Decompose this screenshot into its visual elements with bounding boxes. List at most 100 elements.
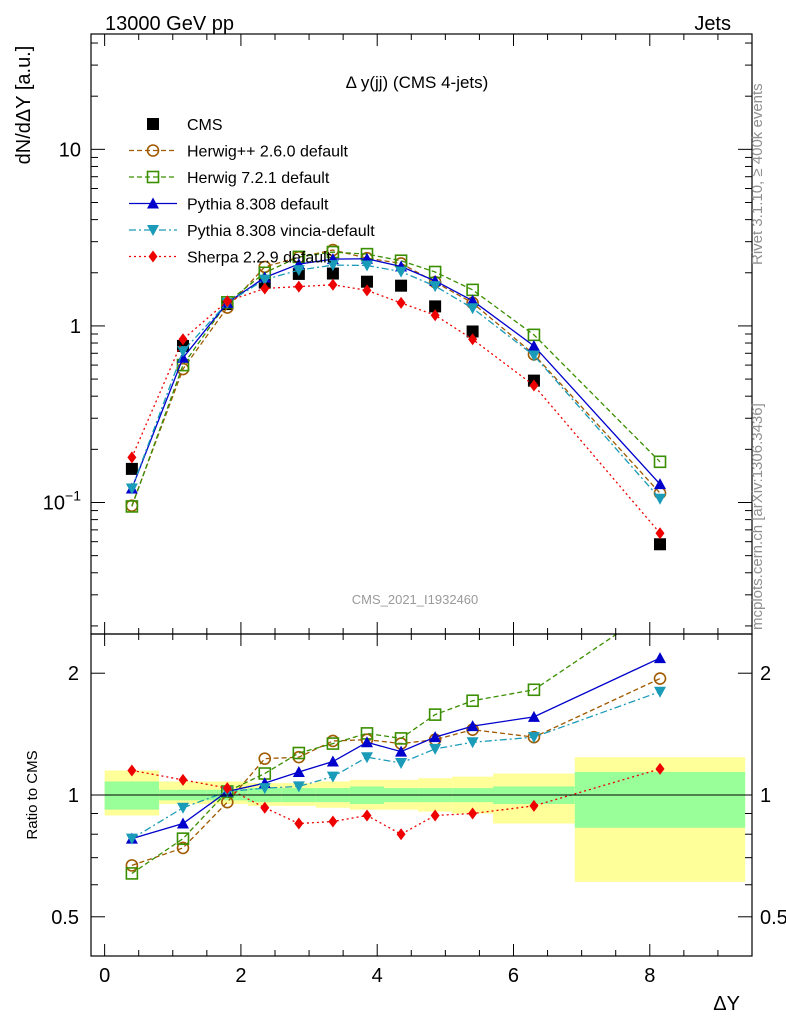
ratio-point-3-1 (176, 802, 189, 814)
y-tick-label-ratio-right: 1 (760, 785, 771, 807)
ratio-point-2-5 (326, 755, 339, 767)
legend-entry-4: Pythia 8.308 vincia-default (129, 223, 375, 240)
ratio-series-3 (125, 686, 667, 845)
y-tick-label-ratio-left: 2 (68, 663, 79, 685)
main-point-4-3 (258, 274, 271, 286)
main-point-5-6 (362, 284, 372, 297)
y-tick-label-main: 10 (59, 139, 81, 161)
x-tick-label: 0 (99, 965, 110, 987)
main-point-2-11 (653, 455, 667, 469)
rivet-side-label: Rivet 3.1.10, ≥ 400k events (749, 83, 766, 265)
band-inner-0 (104, 781, 160, 810)
y-axis-label-ratio: Ratio to CMS (24, 750, 41, 839)
ratio-point-2-8 (429, 731, 442, 743)
x-tick-label: 6 (508, 965, 519, 987)
ratio-point-2-11 (654, 652, 667, 664)
x-tick-label: 2 (235, 965, 246, 987)
ratio-series-4 (127, 762, 665, 841)
ratio-point-4-6 (362, 809, 372, 822)
ratio-point-3-3 (258, 783, 271, 795)
ratio-point-0-11 (653, 672, 667, 685)
main-point-0-0 (125, 462, 138, 475)
y-tick-exp: −1 (65, 487, 81, 503)
main-point-3-9 (466, 294, 479, 306)
ratio-point-4-2 (222, 782, 232, 795)
main-point-4-1 (176, 346, 189, 358)
main-point-3-10 (527, 339, 540, 351)
ratio-series-group (125, 634, 667, 880)
legend-label-5: Sherpa 2.2.9 default (187, 250, 332, 267)
ratio-series-line-2 (131, 657, 661, 840)
main-point-5-7 (396, 296, 406, 309)
main-point-5-5 (328, 278, 338, 291)
y-tick-label-ratio-right: 0.5 (760, 907, 786, 929)
ratio-point-4-8 (430, 809, 440, 822)
main-point-5-4 (294, 280, 304, 293)
legend-marker-5 (148, 250, 158, 263)
ratio-point-2-1 (176, 817, 189, 829)
main-point-4-11 (654, 493, 667, 505)
y-tick-label-main: 1 (70, 316, 81, 338)
legend-marker-2 (146, 170, 160, 184)
ratio-series-line-0 (131, 677, 661, 866)
legend-entry-5: Sherpa 2.2.9 default (129, 250, 332, 267)
header-left-label: 13000 GeV pp (105, 13, 234, 35)
main-point-0-11 (654, 538, 667, 551)
main-point-0-8 (429, 300, 442, 313)
main-point-4-10 (527, 350, 540, 362)
x-axis-label: ΔY (713, 993, 740, 1015)
legend-entry-1: Herwig++ 2.6.0 default (129, 144, 349, 161)
ratio-point-3-5 (326, 771, 339, 783)
legend-marker-1 (146, 144, 160, 157)
legend-entry-0: CMS (147, 117, 223, 134)
ratio-point-1-1 (176, 832, 190, 845)
main-point-4-7 (395, 266, 408, 278)
y-axis-label-main: dN/dΔY [a.u.] (13, 46, 35, 165)
ratio-series-line-1 (131, 634, 618, 874)
legend-label-1: Herwig++ 2.6.0 default (187, 144, 349, 161)
ratio-point-1-4 (292, 746, 306, 760)
main-series-line-2 (131, 251, 661, 507)
ratio-point-4-11 (655, 762, 665, 775)
ratio-uncertainty-bands (104, 757, 746, 882)
ratio-point-3-9 (466, 737, 479, 749)
main-series-0 (125, 267, 667, 551)
main-point-4-8 (429, 281, 442, 293)
main-point-4-9 (466, 303, 479, 315)
ratio-point-2-6 (360, 736, 373, 748)
ratio-point-4-5 (328, 815, 338, 828)
main-point-5-3 (260, 282, 270, 295)
band-inner-11 (574, 771, 746, 828)
ratio-point-1-10 (527, 683, 541, 697)
legend-label-0: CMS (187, 117, 223, 134)
ratio-point-3-8 (429, 743, 442, 755)
main-point-5-2 (222, 295, 232, 308)
ratio-point-4-0 (127, 764, 137, 777)
ratio-point-4-10 (529, 799, 539, 812)
main-point-0-6 (360, 275, 373, 288)
y-tick-label-ratio-right: 2 (760, 663, 771, 685)
main-point-3-11 (654, 478, 667, 490)
main-point-5-10 (529, 379, 539, 392)
ratio-point-3-4 (292, 781, 305, 793)
ratio-point-1-7 (394, 732, 408, 745)
legend-label-2: Herwig 7.2.1 default (187, 170, 330, 187)
ratio-point-2-4 (292, 765, 305, 777)
main-point-5-8 (430, 309, 440, 322)
x-tick-label: 4 (372, 965, 383, 987)
main-point-4-0 (125, 483, 138, 495)
main-point-4-5 (326, 260, 339, 272)
main-point-0-5 (326, 267, 339, 280)
main-series-line-3 (131, 258, 661, 489)
ratio-point-2-7 (395, 745, 408, 757)
legend-marker-0 (147, 118, 159, 130)
ratio-point-2-9 (466, 720, 479, 732)
main-point-5-11 (655, 527, 665, 540)
y-tick-base: 10 (43, 492, 65, 514)
ratio-series-2 (125, 652, 667, 844)
x-tick-label: 8 (644, 965, 655, 987)
ratio-point-2-10 (527, 710, 540, 722)
mcplots-side-label: mcplots.cern.ch [arXiv:1306.3436] (749, 403, 766, 630)
